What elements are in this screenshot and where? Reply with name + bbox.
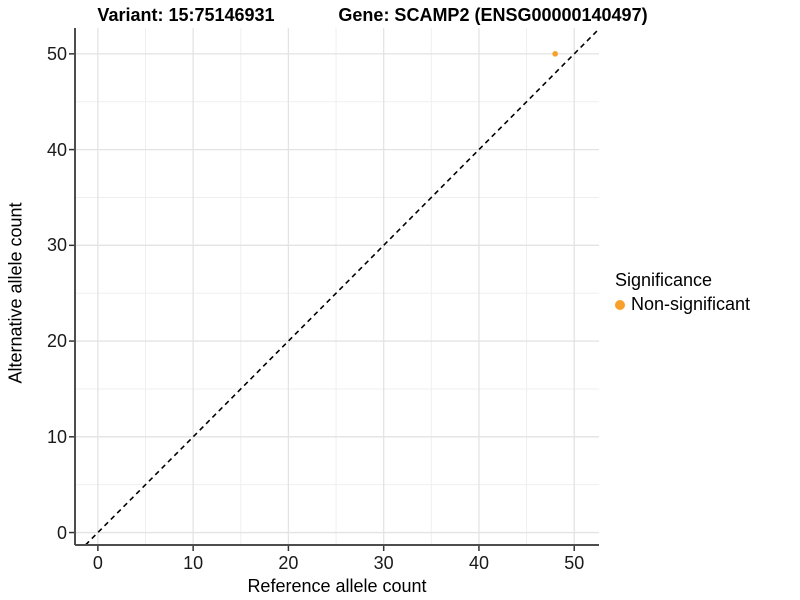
chart-canvas	[69, 28, 600, 551]
plot-panel	[69, 28, 600, 551]
x-tick-label: 30	[373, 553, 394, 573]
y-tick-label: 10	[46, 426, 67, 447]
y-axis-title: Alternative allele count	[5, 202, 26, 384]
y-tick-label: 0	[56, 522, 67, 543]
legend-item-label: Non-significant	[631, 294, 751, 314]
plot-title-gene: Gene: SCAMP2 (ENSG00000140497)	[338, 5, 648, 25]
legend-item-non-significant: Non-significant	[615, 294, 750, 315]
data-point	[552, 51, 558, 57]
y-tick-label: 30	[46, 235, 67, 256]
y-tick-label: 20	[46, 331, 67, 352]
x-axis-title: Reference allele count	[247, 576, 427, 596]
x-tick-label: 20	[278, 553, 299, 573]
identity-line	[84, 28, 600, 546]
legend-title: Significance	[615, 270, 713, 290]
x-tick-label: 50	[564, 553, 585, 573]
legend-dot-icon	[615, 299, 625, 310]
plot-title-variant: Variant: 15:75146931	[97, 5, 275, 25]
x-tick-label: 0	[92, 553, 103, 573]
legend: Significance Non-significant	[615, 270, 750, 315]
y-tick-label: 40	[46, 139, 67, 160]
x-tick-label: 10	[183, 553, 204, 573]
x-tick-label: 40	[468, 553, 489, 573]
y-tick-label: 50	[46, 43, 67, 64]
